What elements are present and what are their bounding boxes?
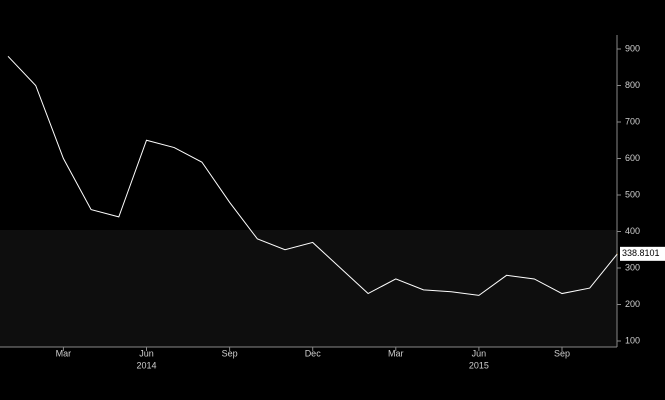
y-tick-label: 400: [625, 226, 640, 236]
x-tick-label: Jun: [472, 348, 487, 358]
y-tick-label: 200: [625, 299, 640, 309]
y-tick-label: 500: [625, 189, 640, 199]
x-tick-label: Mar: [56, 348, 72, 358]
y-tick-label: 700: [625, 116, 640, 126]
y-tick-label: 300: [625, 262, 640, 272]
last-price-box: [620, 246, 665, 261]
y-tick-label: 100: [625, 335, 640, 345]
x-tick-label: Jun: [139, 348, 154, 358]
price-line: [7, 55, 618, 296]
last-price-label: 338.8101: [622, 248, 660, 258]
year-label: 2015: [469, 360, 489, 370]
year-label: 2014: [136, 360, 156, 370]
x-tick-label: Sep: [222, 348, 238, 358]
y-tick-label: 800: [625, 80, 640, 90]
plot-band: [0, 230, 617, 347]
x-tick-label: Dec: [305, 348, 322, 358]
y-tick-label: 600: [625, 153, 640, 163]
x-tick-label: Mar: [388, 348, 404, 358]
x-tick-label: Sep: [554, 348, 570, 358]
y-tick-label: 900: [625, 43, 640, 53]
